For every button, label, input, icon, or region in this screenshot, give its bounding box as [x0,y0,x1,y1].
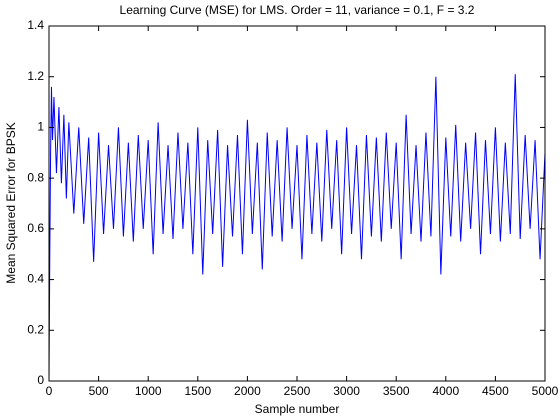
x-tick-label: 4500 [482,384,509,398]
x-tick-label: 2000 [234,384,261,398]
y-tick-label: 1.2 [27,69,44,83]
plot-box [48,25,546,382]
y-tick-label: 0 [37,373,44,387]
data-line [48,74,546,382]
y-axis-label: Mean Squared Error for BPSK [4,122,18,283]
y-tick-label: 1 [37,120,44,134]
y-tick-label: 0.2 [27,322,44,336]
x-tick-label: 1000 [135,384,162,398]
x-tick-label: 3000 [333,384,360,398]
x-tick-label: 4000 [432,384,459,398]
y-tick-label: 0.4 [27,272,44,286]
x-tick-label: 1500 [184,384,211,398]
chart-title: Learning Curve (MSE) for LMS. Order = 11… [120,3,475,17]
x-tick-label: 500 [89,384,109,398]
y-tick-label: 0.6 [27,221,44,235]
y-tick-label: 0.8 [27,170,44,184]
x-tick-label: 0 [46,384,53,398]
x-tick-label: 3500 [383,384,410,398]
x-axis-label: Sample number [255,402,340,416]
x-tick-label: 5000 [532,384,559,398]
y-tick-label: 1.4 [27,18,44,32]
x-tick-label: 2500 [284,384,311,398]
